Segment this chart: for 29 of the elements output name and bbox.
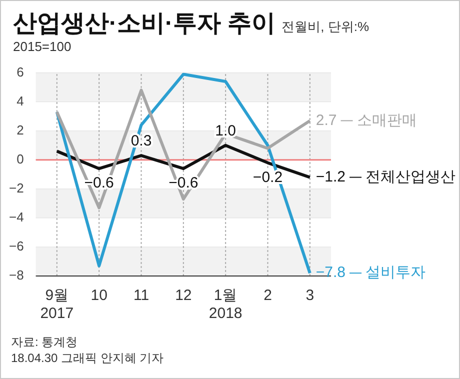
x-tick-label: 1월 2018 [208,287,242,322]
x-tick-label: 10 [90,287,108,304]
y-tick-label: 6 [16,64,24,80]
data-label: −1.2 [316,168,346,186]
y-tick-label: 4 [16,93,24,108]
text: 자료: 통계청 [11,334,79,350]
chart-title: 산업생산·소비·투자 추이 [13,10,276,37]
x-tick-label: 12 [175,287,192,304]
data-label: −7.8 [316,264,346,282]
data-label: −0.6 [168,174,198,192]
legend-label: 전체산업생산 [366,168,456,186]
y-tick-label: −2 [8,180,24,196]
x-tick-label: 9월 2017 [40,287,74,322]
data-label: 1.0 [215,122,236,140]
x-tick-label: 2 [264,287,272,304]
text: 2015=100 [13,39,72,54]
y-tick-label: −6 [8,238,24,254]
legend-label: 소매판매 [356,112,417,129]
chart-subtitle: 전월비, 단위:% [282,19,370,34]
x-tick-label: 11 [133,287,150,304]
data-label: 2.7 [316,112,337,129]
text: 18.04.30 그래픽 안지혜 기자 [11,350,164,366]
y-tick-label: 0 [16,151,24,166]
legend-label: 설비투자 [366,264,426,282]
y-tick-label: −4 [8,210,24,225]
y-tick-label: −8 [8,268,24,283]
y-tick-label: 2 [16,122,24,138]
data-label: −0.6 [84,174,114,192]
x-tick-label: 3 [306,287,314,304]
